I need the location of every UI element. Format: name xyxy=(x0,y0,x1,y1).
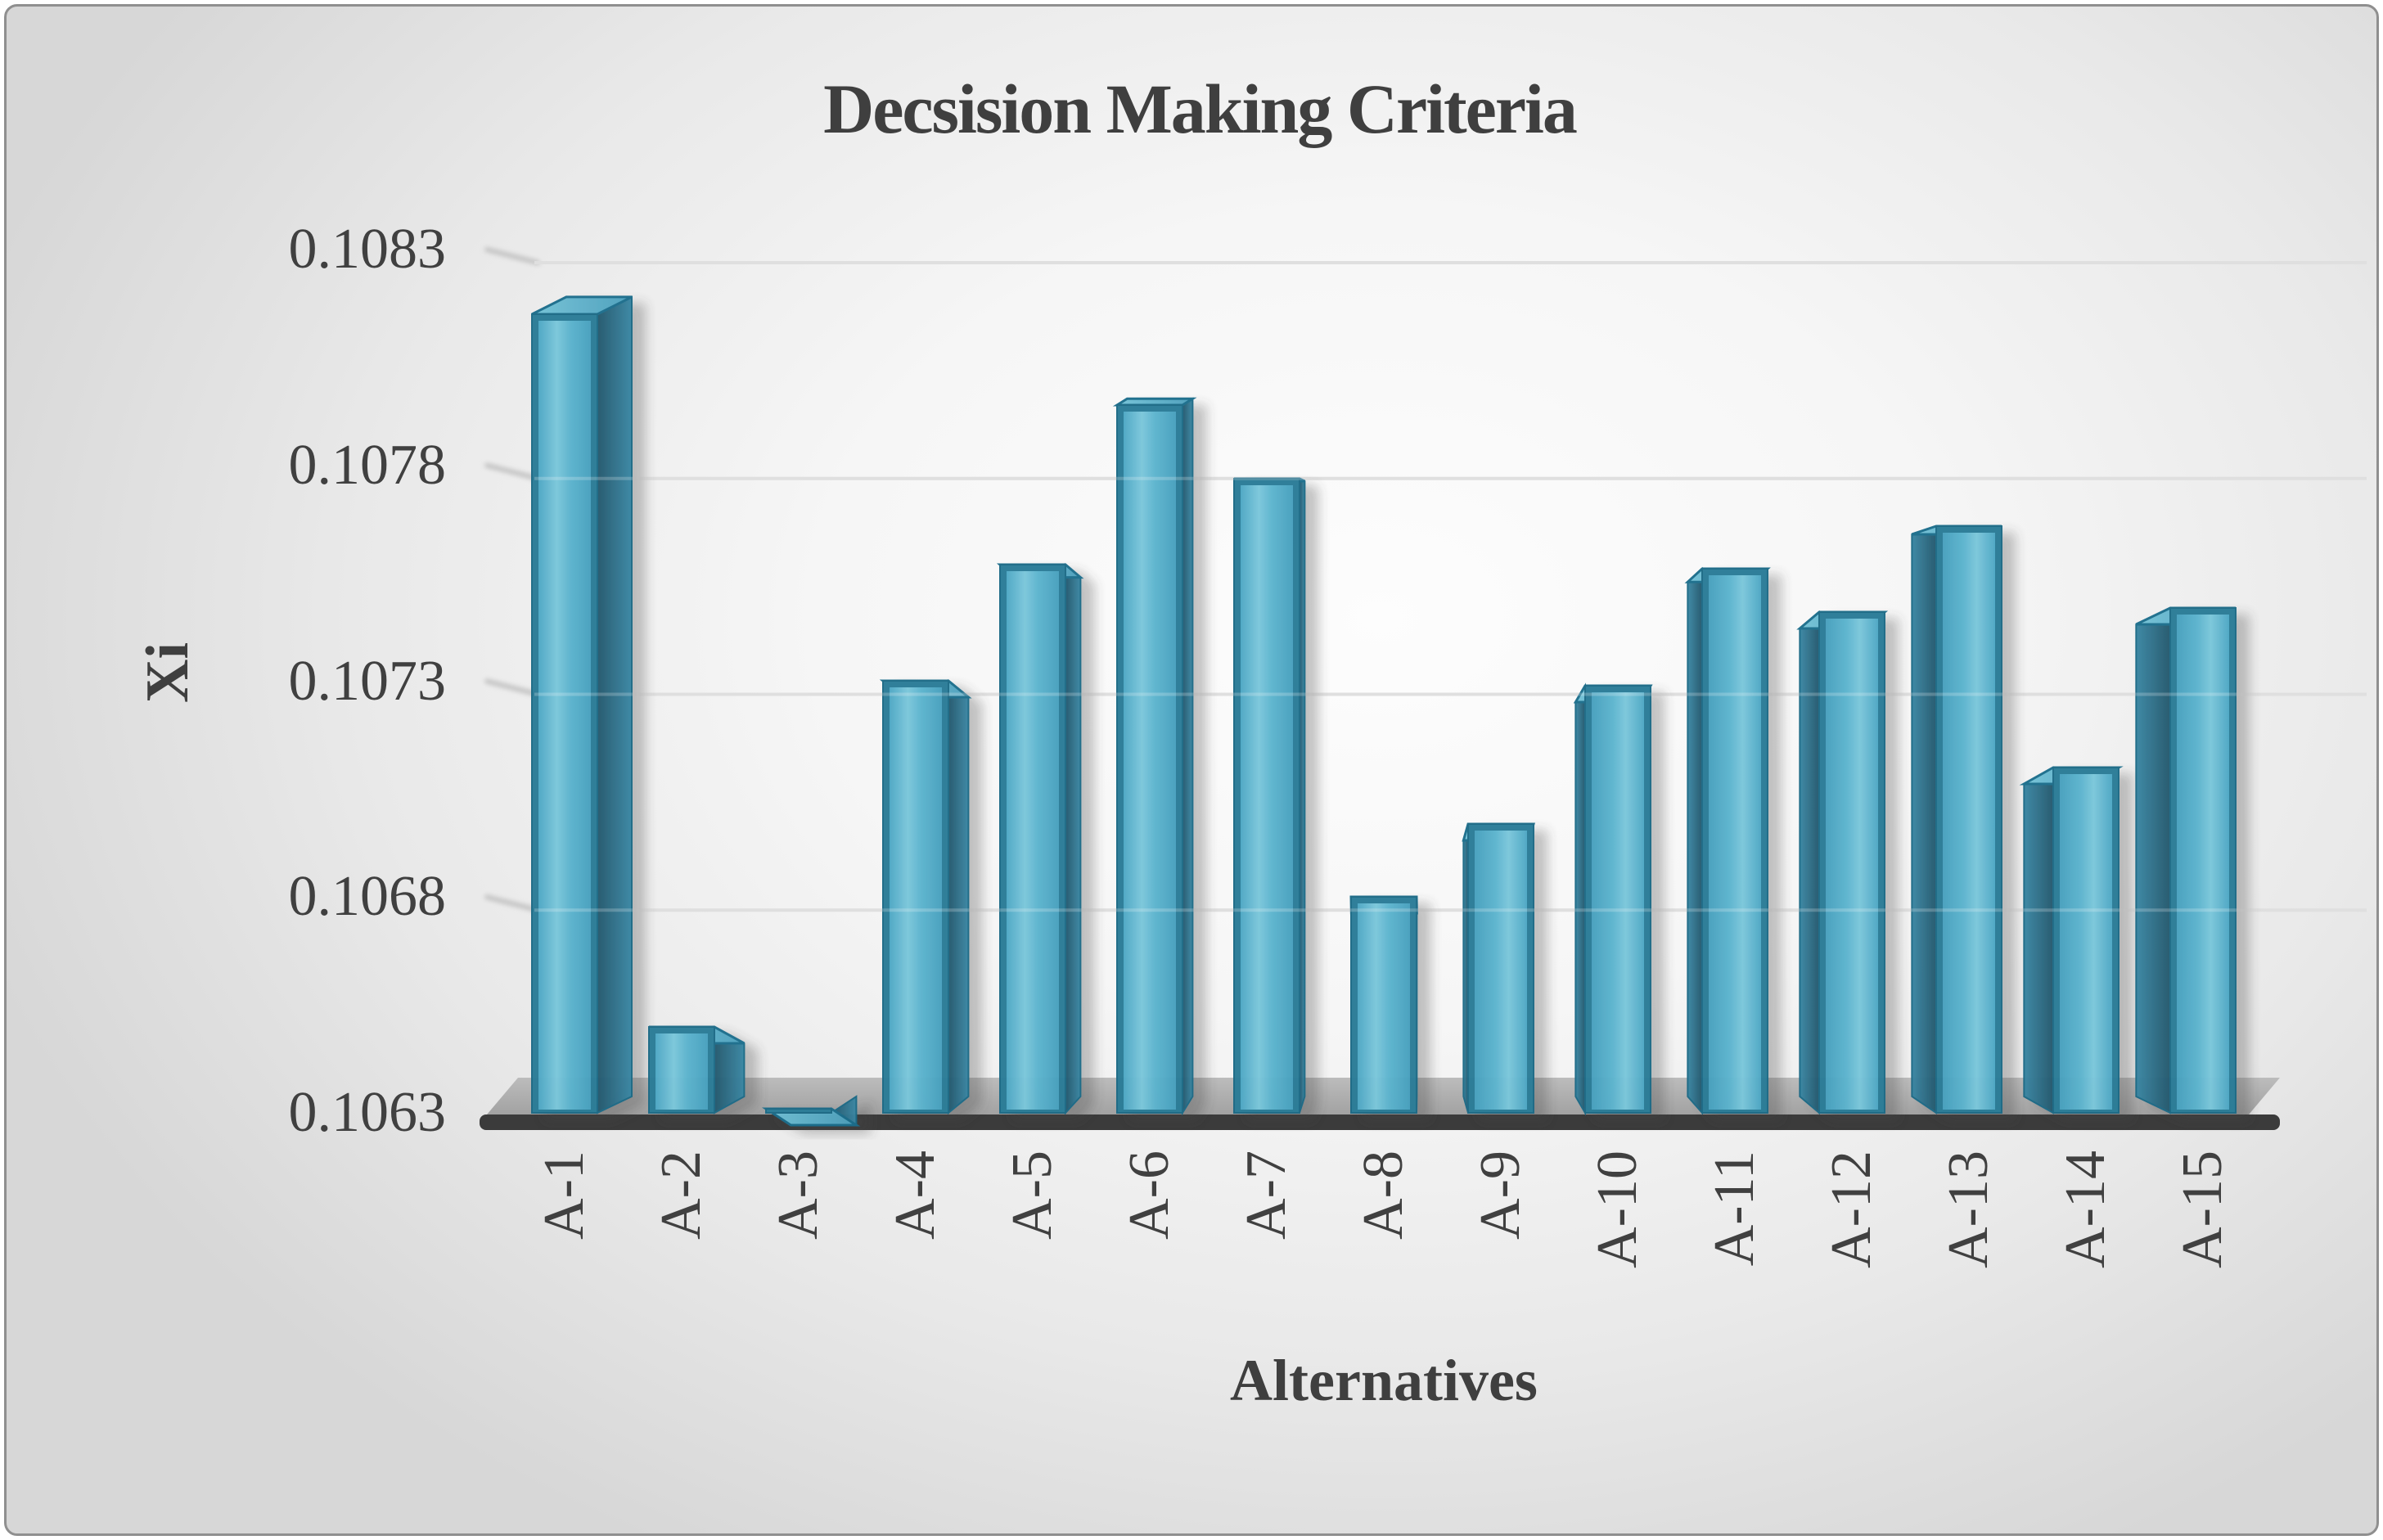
x-category-label: A-13 xyxy=(1937,1150,2000,1268)
y-tick-label: 0.1083 xyxy=(288,218,447,281)
gridline-shadow xyxy=(484,462,540,481)
x-category-label: A-4 xyxy=(884,1150,947,1240)
bar-A-2 xyxy=(648,1025,746,1114)
y-tick-label: 0.1073 xyxy=(288,649,447,713)
bar-A-14 xyxy=(2019,766,2124,1114)
bar-A-13 xyxy=(1911,525,2002,1114)
bar-A-9 xyxy=(1462,822,1535,1114)
bar-A-3 xyxy=(761,1095,861,1127)
x-category-label: A-9 xyxy=(1469,1150,1532,1240)
bar-A-8 xyxy=(1349,895,1418,1114)
x-axis-title: Alternatives xyxy=(1230,1348,1538,1413)
x-category-label: A-11 xyxy=(1703,1150,1766,1267)
bar-A-5 xyxy=(996,562,1084,1115)
gridline-shadow xyxy=(484,678,540,697)
bar-A-12 xyxy=(1796,610,1889,1115)
x-category-label: A-5 xyxy=(1001,1150,1064,1240)
chart-title: Decsision Making Criteria xyxy=(823,70,1578,148)
x-category-label: A-6 xyxy=(1118,1150,1181,1240)
bar-A-1 xyxy=(531,295,633,1114)
y-tick-label: 0.1063 xyxy=(288,1081,447,1144)
bar-A-4 xyxy=(879,678,972,1115)
x-category-label: A-12 xyxy=(1820,1150,1883,1268)
x-category-label: A-14 xyxy=(2054,1150,2117,1268)
bar-A-11 xyxy=(1684,566,1771,1115)
floor-front-edge xyxy=(480,1114,2280,1130)
bar-A-10 xyxy=(1573,682,1653,1116)
y-tick-label: 0.1068 xyxy=(288,865,447,929)
gridline-shadow xyxy=(484,247,540,265)
x-category-label: A-8 xyxy=(1352,1150,1415,1240)
x-category-label: A-15 xyxy=(2171,1150,2234,1268)
x-category-label: A-3 xyxy=(767,1150,830,1240)
gridline-shadow xyxy=(484,894,540,913)
x-category-label: A-1 xyxy=(533,1150,596,1240)
x-category-label: A-7 xyxy=(1235,1150,1298,1240)
x-category-label: A-2 xyxy=(650,1150,713,1240)
y-tick-label: 0.1078 xyxy=(288,433,447,497)
x-category-label: A-10 xyxy=(1586,1150,1649,1268)
bar-A-6 xyxy=(1112,397,1197,1116)
bar-A-15 xyxy=(2135,606,2237,1114)
bar-A-7 xyxy=(1233,477,1306,1114)
